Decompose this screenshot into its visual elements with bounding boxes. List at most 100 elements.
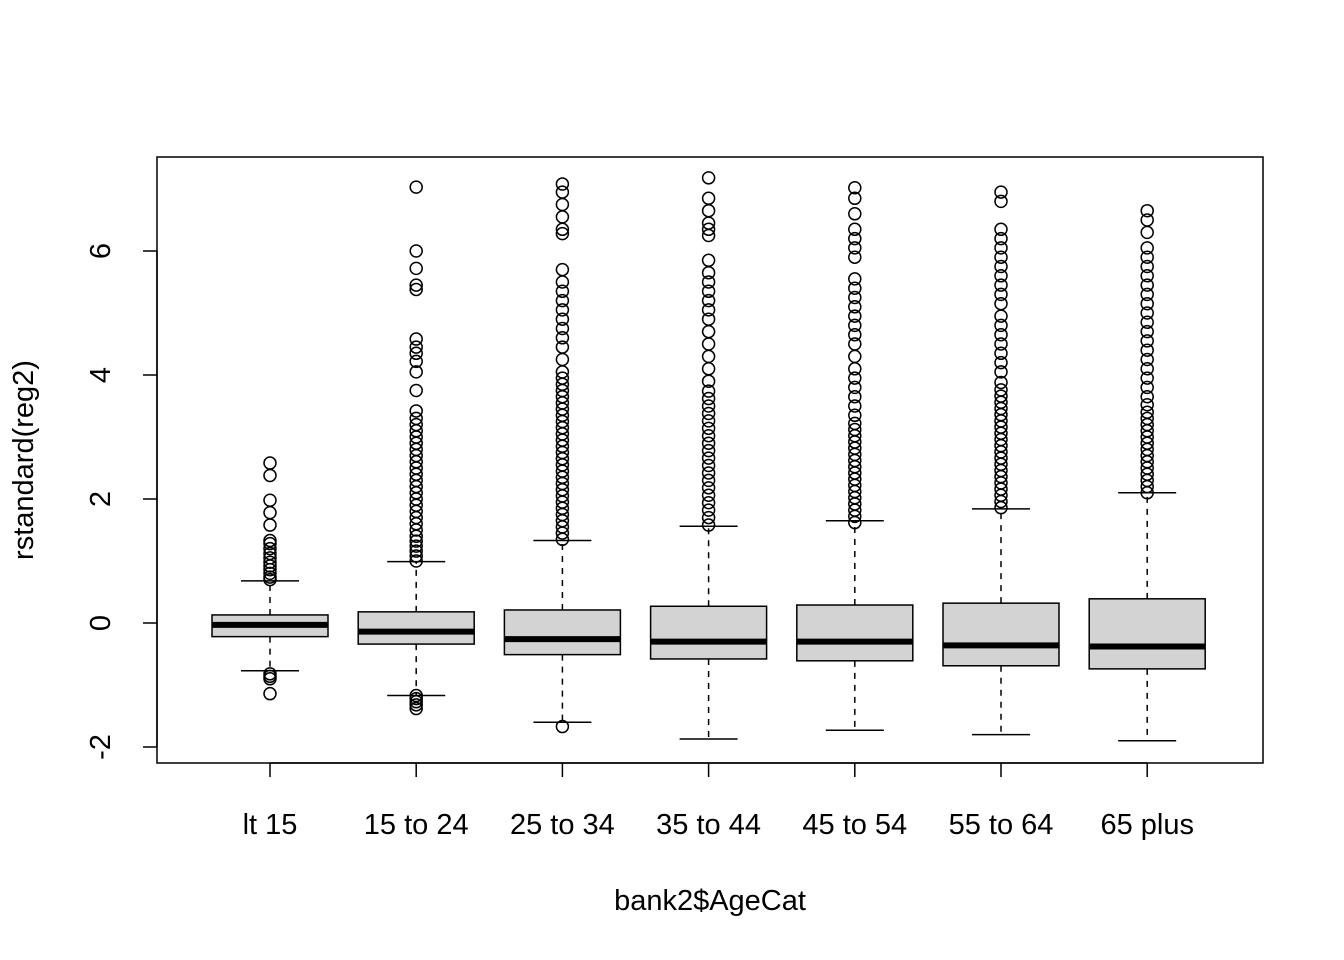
iqr-box [942,602,1060,667]
outlier-point [701,399,716,413]
outlier-point [701,414,716,428]
outlier-point [555,197,570,212]
outlier-point [409,694,423,709]
outlier-point [1140,398,1154,412]
box-5 [796,181,914,732]
outlier-point [848,290,862,305]
outlier-point [555,293,570,308]
outlier-point [409,365,423,379]
outlier-point [994,250,1008,264]
x-tick-label: 65 plus [1100,809,1194,841]
outlier-point [994,222,1008,237]
x-tick-label: 55 to 64 [949,809,1054,841]
outlier-point [701,284,716,299]
outlier-point [701,203,716,218]
outlier-point [1140,380,1154,395]
outlier-point [848,337,862,351]
outlier-point [1140,405,1154,419]
outlier-point [701,503,716,517]
y-tick-label: -2 [85,734,117,760]
outlier-point [409,282,423,297]
outlier-point [994,194,1008,209]
outlier-point [701,488,716,503]
outlier-point [263,686,277,701]
outlier-point [409,340,423,354]
outlier-point [1140,213,1154,227]
box-1 [211,456,329,701]
outlier-point [994,375,1008,390]
outlier-point [994,259,1008,274]
outlier-point [1140,250,1154,264]
outlier-point [409,383,423,398]
outlier-point [1140,352,1154,367]
outlier-point [994,355,1008,370]
outlier-point [994,309,1008,323]
outlier-point [994,269,1008,283]
outlier-point [994,327,1008,342]
outlier-point [409,554,423,568]
outlier-point [409,404,423,418]
outlier-point [263,493,277,507]
outlier-point [848,250,862,264]
outlier-point [848,222,862,237]
outlier-point [701,443,716,458]
outlier-point [701,312,716,326]
outlier-point [994,318,1008,333]
outlier-point [994,337,1008,351]
x-tick-label: lt 15 [243,809,298,841]
outlier-point [409,180,423,194]
outlier-point [1140,315,1154,330]
outlier-point [555,177,570,191]
outlier-point [263,551,277,565]
outlier-point [701,429,716,443]
x-tick-label: 45 to 54 [802,809,907,841]
outlier-point [263,456,277,470]
outlier-point [263,541,277,556]
outlier-point [263,533,277,548]
outlier-point [1140,371,1154,385]
outlier-point [1140,287,1154,302]
iqr-box [649,605,768,660]
outlier-point [848,191,862,206]
outlier-point [701,391,716,406]
outlier-point [263,555,277,569]
outlier-point [701,265,716,280]
boxes-group [211,171,1206,742]
outlier-point [555,321,570,336]
outlier-point [555,262,570,277]
outlier-point [848,309,862,323]
iqr-box [503,609,622,656]
outlier-point [409,244,423,258]
outlier-point [848,318,862,333]
x-axis: lt 15 15 to 24 25 to 34 35 to 44 45 to 54 55 … [243,762,1194,841]
outlier-point [848,281,862,295]
outlier-point [848,422,862,437]
outlier-point [555,719,570,734]
y-tick-label: 6 [85,243,117,259]
outlier-point [701,275,716,289]
outlier-point [848,371,862,385]
outlier-point [848,380,862,395]
outlier-point [701,495,716,510]
outlier-point [701,473,716,488]
iqr-box [796,604,914,662]
outlier-point [701,222,716,237]
outlier-point [555,210,570,224]
outlier-point [701,406,716,421]
outlier-point [263,468,277,483]
outlier-point [409,698,423,712]
outlier-point [263,536,277,551]
outlier-point [1140,278,1154,292]
box-7 [1088,203,1206,742]
outlier-point [1140,259,1154,274]
outlier-point [1140,225,1154,240]
outlier-point [848,408,862,423]
outlier-point [701,421,716,436]
outlier-point [701,324,716,339]
outlier-point [1140,203,1154,218]
outlier-point [848,231,862,246]
y-tick-label: 0 [85,615,117,631]
outlier-point [701,458,716,473]
outlier-point [1140,241,1154,255]
